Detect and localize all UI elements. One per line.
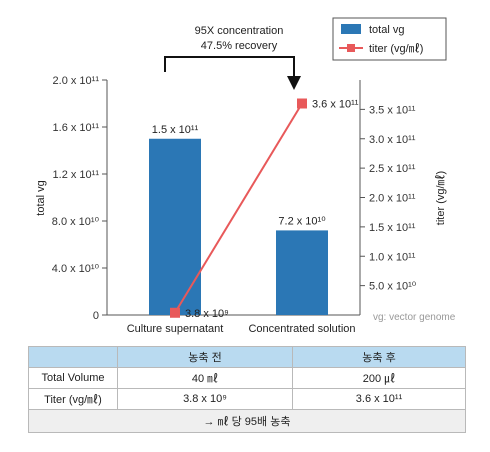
legend-label: titer (vg/㎖) <box>369 42 423 55</box>
legend-label: total vg <box>369 24 404 36</box>
y2-axis-title: titer (vg/㎖) <box>434 171 447 225</box>
table-summary-row: → ㎖ 당 95배 농축 <box>28 409 466 433</box>
bar-value-label: 7.2 x 10¹⁰ <box>278 215 326 227</box>
titer-point <box>170 307 180 318</box>
table-cell: 40 ㎖ <box>117 367 293 389</box>
table-header-cell: 농축 전 <box>117 346 293 368</box>
y-axis-title: total vg <box>35 180 47 215</box>
arrow-head-icon <box>287 76 301 90</box>
bar <box>149 138 201 315</box>
legend-swatch-marker <box>347 44 355 52</box>
bar-value-label: 1.5 x 10¹¹ <box>152 124 199 136</box>
y2-tick-label: 1.5 x 10¹¹ <box>369 222 416 234</box>
legend-box <box>332 17 447 61</box>
chart: 0 4.0 x 10¹⁰ 8.0 x 10¹⁰ 1.2 x 10¹¹ 1.6 x 10¹… <box>35 17 456 335</box>
table-header-row: 농축 전 농축 후 <box>28 346 466 368</box>
legend-swatch-bar <box>341 24 361 34</box>
x-category-label: Culture supernatant <box>127 323 224 335</box>
y-tick-label: 0 <box>93 310 99 322</box>
table-cell: 3.6 x 10¹¹ <box>292 388 466 410</box>
y2-tick-label: 3.5 x 10¹¹ <box>369 104 416 116</box>
table-row: Titer (vg/㎖) 3.8 x 10⁹ 3.6 x 10¹¹ <box>28 388 466 410</box>
table-cell: 3.8 x 10⁹ <box>117 388 293 410</box>
y-tick-label: 2.0 x 10¹¹ <box>53 75 100 87</box>
y2-tick-label: 2.0 x 10¹¹ <box>369 193 416 205</box>
titer-line <box>174 102 303 314</box>
line-value-label: 3.8 x 10⁹ <box>185 308 229 320</box>
y-tick-label: 1.2 x 10¹¹ <box>53 169 100 181</box>
y-tick-label: 8.0 x 10¹⁰ <box>52 216 100 228</box>
y-tick-label: 1.6 x 10¹¹ <box>53 122 100 134</box>
summary-table: 농축 전 농축 후 Total Volume 40 ㎖ 200 ㎕ Titer … <box>28 346 466 433</box>
y-tick-label: 4.0 x 10¹⁰ <box>52 263 100 275</box>
concentration-arrow <box>164 56 295 84</box>
line-value-label: 3.6 x 10¹¹ <box>312 99 359 111</box>
y2-tick-label: 3.0 x 10¹¹ <box>369 134 416 146</box>
table-row: Total Volume 40 ㎖ 200 ㎕ <box>28 367 466 389</box>
x-category-label: Concentrated solution <box>248 323 355 335</box>
table-row-label: Total Volume <box>28 367 118 389</box>
y2-tick-label: 1.0 x 10¹¹ <box>369 251 416 263</box>
bar <box>276 230 328 315</box>
y2-tick-label: 5.0 x 10¹⁰ <box>369 281 417 293</box>
y2-tick-label: 2.5 x 10¹¹ <box>369 163 416 175</box>
table-header-cell <box>28 346 118 368</box>
footnote: vg: vector genome <box>373 312 456 323</box>
table-header-cell: 농축 후 <box>292 346 466 368</box>
summary-text: → ㎖ 당 95배 농축 <box>28 409 466 433</box>
annotation-line-2: 47.5% recovery <box>201 40 278 52</box>
table-cell: 200 ㎕ <box>292 367 466 389</box>
table-row-label: Titer (vg/㎖) <box>28 388 118 410</box>
titer-point <box>297 98 307 109</box>
annotation-line-1: 95X concentration <box>195 25 284 37</box>
